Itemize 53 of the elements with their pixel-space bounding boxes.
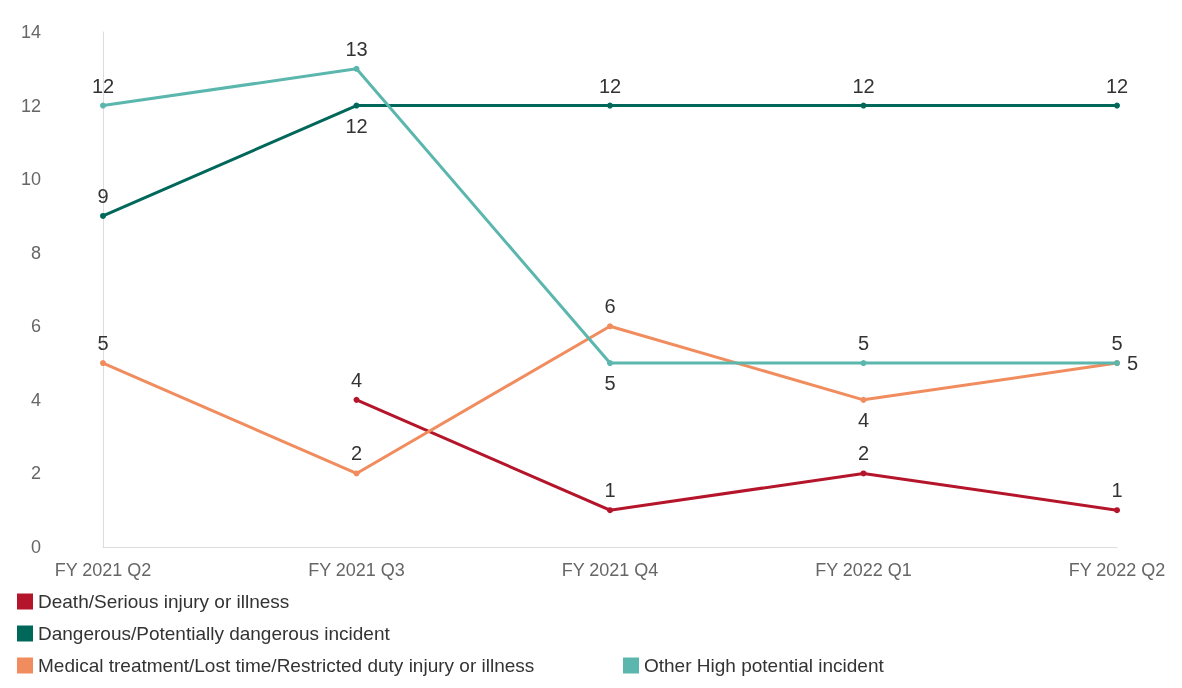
data-label: 5 (97, 332, 109, 355)
x-tick-label: FY 2022 Q2 (1068, 560, 1166, 580)
x-tick-label: FY 2021 Q2 (54, 560, 152, 580)
data-label: 12 (91, 74, 115, 97)
point (860, 470, 867, 477)
data-label: 6 (604, 295, 616, 318)
point (100, 102, 106, 109)
point (100, 360, 106, 367)
y-tick-label: 0 (30, 537, 41, 557)
y-tick-label: 4 (30, 389, 41, 410)
data-label: 4 (350, 368, 363, 391)
point (607, 507, 613, 514)
data-label: 12 (1105, 74, 1129, 97)
data-label: 1 (1111, 479, 1123, 502)
point (353, 102, 360, 109)
data-label: 5 (857, 332, 870, 355)
y-tick-label: 10 (20, 169, 41, 190)
data-label: 4 (857, 408, 870, 431)
point (860, 396, 867, 403)
point (1114, 507, 1120, 514)
point (353, 65, 360, 72)
data-label: 5 (1127, 352, 1139, 375)
point (100, 212, 106, 219)
point (353, 396, 360, 403)
data-label: 12 (598, 74, 622, 97)
y-tick-label: 6 (30, 316, 41, 337)
point (860, 102, 867, 109)
data-label: 9 (97, 184, 109, 207)
y-tick-label: 14 (20, 22, 41, 42)
point (1114, 102, 1120, 109)
point (607, 323, 613, 330)
legend-label: Death/Serious injury or illness (38, 591, 290, 612)
x-tick-label: FY 2022 Q1 (815, 560, 912, 580)
data-label: 2 (857, 442, 870, 465)
data-label: 2 (350, 442, 363, 465)
data-label: 12 (345, 114, 368, 137)
data-label: 1 (604, 479, 616, 502)
point (860, 360, 867, 367)
legend-label: Other High potential incident (644, 655, 885, 676)
legend-label: Dangerous/Potentially dangerous incident (38, 623, 391, 644)
legend-label: Medical treatment/Lost time/Restricted duty injury or illness (38, 655, 535, 676)
data-label: 5 (604, 372, 616, 395)
point (353, 470, 360, 477)
data-label: 5 (1111, 332, 1123, 355)
point (607, 360, 613, 367)
y-tick-label: 2 (30, 463, 41, 484)
y-tick-label: 8 (30, 242, 41, 263)
x-tick-label: FY 2021 Q4 (561, 560, 659, 580)
data-label: 13 (345, 37, 368, 60)
point (607, 102, 613, 109)
x-tick-label: FY 2021 Q3 (308, 560, 405, 580)
data-label: 12 (852, 74, 875, 97)
y-tick-label: 12 (20, 95, 41, 116)
